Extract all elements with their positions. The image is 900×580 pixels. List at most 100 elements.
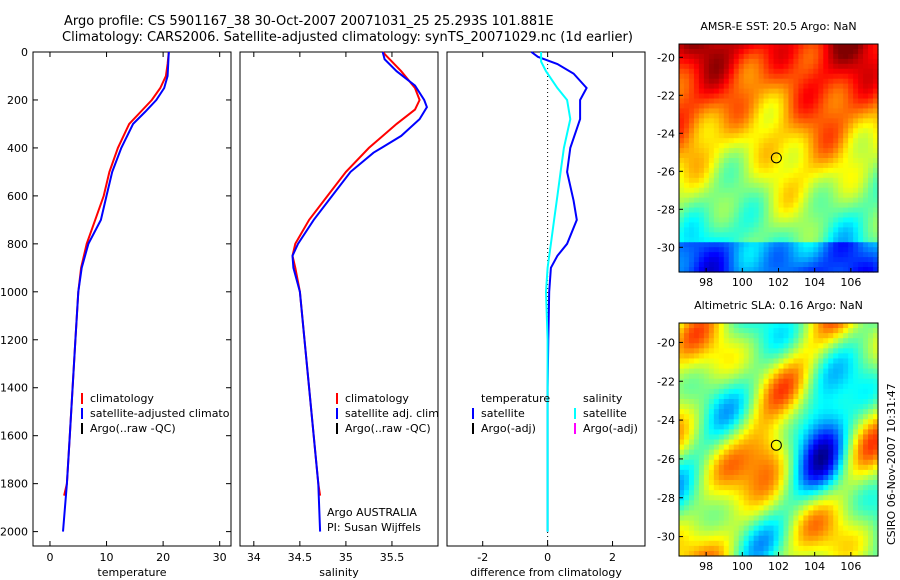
- map-cell: [718, 469, 725, 476]
- map-cell: [753, 63, 760, 70]
- map-cell: [688, 398, 695, 405]
- map-cell: [873, 88, 879, 95]
- map-cell: [873, 267, 879, 273]
- map-cell: [683, 133, 690, 139]
- map-cell: [858, 373, 864, 380]
- map-cell: [843, 143, 849, 149]
- map-cell: [679, 103, 685, 110]
- map-cell: [713, 510, 720, 517]
- map-cell: [803, 53, 809, 60]
- map-cell: [748, 133, 755, 139]
- map-cell: [848, 338, 854, 344]
- map-cell: [763, 414, 770, 420]
- map-cell: [728, 535, 735, 542]
- map-cell: [833, 267, 839, 273]
- map-cell: [683, 182, 690, 189]
- map-cell: [848, 113, 854, 119]
- map-cell: [698, 162, 705, 169]
- map-cell: [803, 505, 809, 512]
- map-cell: [718, 545, 725, 552]
- map-cell: [758, 78, 765, 85]
- map-cell: [683, 434, 690, 441]
- map-cell: [833, 525, 839, 532]
- map-cell: [723, 530, 730, 537]
- map-cell: [783, 454, 790, 461]
- map-cell: [813, 237, 819, 243]
- map-cell: [713, 383, 720, 390]
- map-cell: [848, 459, 854, 466]
- map-cell: [848, 393, 854, 400]
- map-cell: [713, 434, 720, 441]
- map-cell: [873, 212, 879, 219]
- map-cell: [753, 505, 760, 512]
- map-cell: [693, 242, 700, 248]
- map-cell: [813, 535, 819, 542]
- map-cell: [728, 393, 735, 400]
- map-cell: [868, 495, 874, 501]
- map-cell: [723, 68, 730, 75]
- map-cell: [873, 197, 879, 204]
- map-cell: [828, 490, 834, 496]
- map-cell: [828, 409, 834, 415]
- map-cell: [708, 393, 715, 400]
- map-cell: [838, 222, 844, 228]
- map-cell: [758, 242, 765, 248]
- map-cell: [803, 495, 809, 501]
- map-cell: [698, 227, 705, 233]
- map-cell: [693, 419, 700, 425]
- map-cell: [679, 242, 685, 248]
- map-cell: [848, 158, 854, 164]
- map-cell: [863, 439, 869, 446]
- map-cell: [808, 535, 814, 542]
- map-cell: [863, 348, 869, 354]
- map-cell: [753, 348, 760, 354]
- map-cell: [808, 464, 814, 471]
- map-cell: [679, 449, 685, 456]
- map-cell: [853, 434, 859, 441]
- map-cell: [768, 378, 775, 385]
- map-cell: [793, 158, 799, 164]
- map-cell: [733, 212, 740, 219]
- map-cell: [733, 113, 740, 119]
- map-cell: [703, 449, 710, 456]
- map-cell: [823, 495, 829, 501]
- map-cell: [738, 404, 745, 410]
- map-cell: [703, 143, 710, 149]
- map-cell: [763, 530, 770, 537]
- map-cell: [753, 434, 760, 441]
- map-cell: [823, 44, 829, 50]
- map-cell: [703, 237, 710, 243]
- map-cell: [688, 53, 695, 60]
- map-cell: [708, 232, 715, 238]
- map-cell: [763, 177, 770, 184]
- map-cell: [743, 535, 750, 542]
- map-cell: [768, 388, 775, 395]
- map-raster: [679, 323, 879, 557]
- map-cell: [718, 153, 725, 159]
- map-cell: [723, 143, 730, 149]
- map-cell: [813, 98, 819, 105]
- map-cell: [773, 495, 780, 501]
- map-cell: [743, 167, 750, 174]
- map-cell: [743, 148, 750, 154]
- map-cell: [803, 404, 809, 410]
- map-cell: [788, 348, 795, 354]
- map-cell: [823, 328, 829, 334]
- map-cell: [768, 540, 775, 547]
- map-cell: [818, 217, 824, 224]
- map-cell: [748, 510, 755, 517]
- map-cell: [708, 172, 715, 179]
- map-cell: [758, 368, 765, 375]
- map-cell: [858, 58, 864, 65]
- map-cell: [758, 338, 765, 344]
- map-cell: [858, 172, 864, 179]
- map-cell: [679, 459, 685, 466]
- map-cell: [688, 333, 695, 339]
- map-cell: [728, 363, 735, 370]
- map-cell: [773, 414, 780, 420]
- map-cell: [683, 480, 690, 486]
- map-cell: [793, 143, 799, 149]
- map-cell: [793, 540, 799, 547]
- map-cell: [728, 510, 735, 517]
- map-cell: [688, 378, 695, 385]
